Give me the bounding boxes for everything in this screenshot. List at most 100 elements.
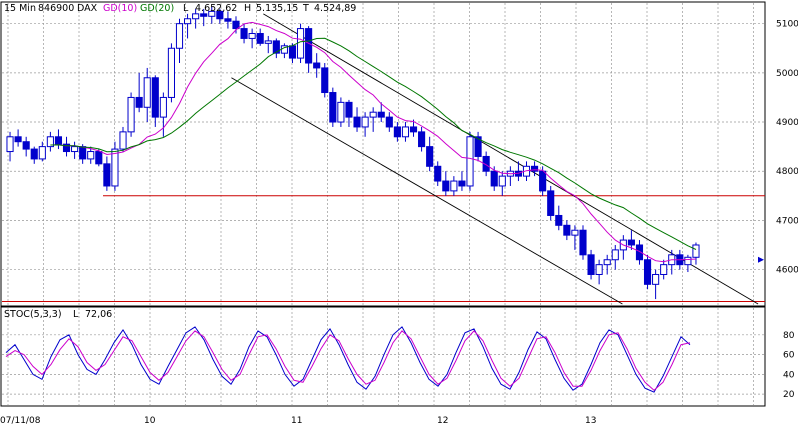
x-tick-label: 07/11/08 xyxy=(0,416,41,426)
stoch-label: STOC(5,3,3) xyxy=(4,309,62,320)
trend-channel xyxy=(231,13,759,305)
candle-down xyxy=(95,151,103,165)
channel-line xyxy=(263,13,759,305)
header-high-label: H xyxy=(244,3,251,14)
candle-down xyxy=(563,224,571,236)
candle-down xyxy=(393,126,401,138)
candle-up xyxy=(692,244,700,258)
candle-up xyxy=(119,131,127,150)
candle-down xyxy=(321,67,329,94)
price-tick-label: 5100 xyxy=(776,20,798,30)
stoch-last-value: 72,06 xyxy=(85,309,112,320)
candle-down xyxy=(353,116,361,128)
candle-up xyxy=(466,136,474,187)
candle-down xyxy=(345,101,353,118)
stoch-tick-label: 40 xyxy=(783,370,795,380)
x-tick-label: 12 xyxy=(437,416,448,426)
stoch-d-line xyxy=(5,330,691,391)
candle-down xyxy=(434,165,442,182)
candle-up xyxy=(603,259,611,266)
candle-up xyxy=(611,249,619,261)
header-interval: 15 Min xyxy=(4,3,36,14)
x-tick-label: 13 xyxy=(585,416,596,426)
candle-up xyxy=(337,101,345,123)
candle-up xyxy=(175,23,184,49)
candle-up xyxy=(6,136,14,153)
candle-down xyxy=(579,229,587,256)
stochastic-lines xyxy=(5,326,691,393)
candle-up xyxy=(498,175,506,187)
candle-down xyxy=(151,77,159,118)
candle-down xyxy=(547,190,555,216)
candle-down xyxy=(635,244,644,261)
header-gd10: GD(10) xyxy=(103,3,137,14)
candle-down xyxy=(490,170,498,187)
candle-up xyxy=(159,96,167,118)
candle-up xyxy=(208,10,216,17)
candle-down xyxy=(313,62,321,69)
candle-down xyxy=(288,45,297,59)
candle-down xyxy=(216,10,224,20)
last-price-marker xyxy=(758,256,764,263)
header-symbol: DAX xyxy=(77,3,98,14)
candle-up xyxy=(652,273,660,285)
candle-down xyxy=(329,92,337,123)
header-last-value: 4.524,89 xyxy=(314,3,356,14)
candle-down xyxy=(240,28,248,39)
candle-down xyxy=(643,259,652,285)
candle-up xyxy=(361,116,369,128)
candle-up xyxy=(401,126,410,138)
candle-up xyxy=(660,264,668,275)
header-high-value: 5.135,15 xyxy=(256,3,298,14)
candle-down xyxy=(409,126,418,133)
candle-down xyxy=(22,141,30,150)
gd10-line xyxy=(50,21,697,263)
candle-up xyxy=(143,77,151,108)
candle-up xyxy=(192,13,200,20)
header-low-label: L xyxy=(183,3,189,14)
candle-up xyxy=(595,264,603,275)
candle-down xyxy=(305,28,313,64)
candle-down xyxy=(587,254,595,275)
candle-down xyxy=(200,13,208,17)
candle-down xyxy=(272,40,280,54)
price-tick-label: 4900 xyxy=(776,118,798,128)
candle-down xyxy=(224,18,232,22)
header-low-value: 4.652,62 xyxy=(195,3,237,14)
stoch-tick-labels: 20 40 60 80 xyxy=(783,331,795,400)
candle-down xyxy=(103,163,111,187)
stoch-k-line xyxy=(5,326,691,393)
header-symbol-id: 846900 xyxy=(38,3,74,14)
candle-up xyxy=(184,18,192,25)
header-last-label: T xyxy=(302,3,309,14)
candle-up xyxy=(264,40,272,44)
y-tick-labels: 4600 4700 4800 4900 5000 5100 xyxy=(776,20,798,276)
stoch-tick-label: 80 xyxy=(783,331,795,341)
candle-down xyxy=(418,131,426,148)
candle-up xyxy=(296,28,305,59)
candles xyxy=(6,6,700,300)
candle-down xyxy=(377,111,385,118)
candle-down xyxy=(539,170,547,192)
moving-averages xyxy=(50,21,697,263)
candle-up xyxy=(127,96,135,133)
x-tick-labels: 07/11/08 10 11 12 13 xyxy=(0,416,596,426)
candle-down xyxy=(458,180,466,187)
candle-down xyxy=(385,116,393,128)
candle-down xyxy=(14,136,22,143)
candle-up xyxy=(684,256,692,266)
candle-down xyxy=(474,136,482,157)
candle-down xyxy=(79,146,87,160)
x-tick-label: 11 xyxy=(291,416,302,426)
candle-up xyxy=(450,180,458,192)
candle-up xyxy=(571,229,579,236)
support-lines xyxy=(2,195,765,303)
candle-down xyxy=(555,214,563,226)
candle-up xyxy=(369,111,377,118)
candle-down xyxy=(54,136,63,145)
candle-up xyxy=(248,33,256,39)
stoch-last-label: L xyxy=(73,309,79,320)
price-tick-label: 4700 xyxy=(776,216,798,226)
candle-up xyxy=(167,47,175,98)
